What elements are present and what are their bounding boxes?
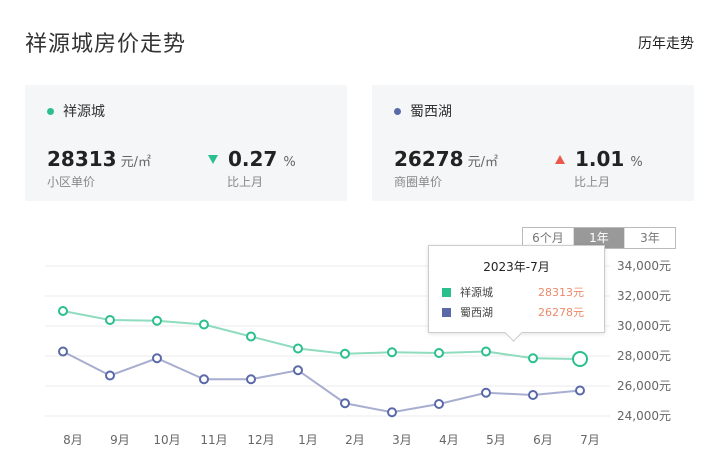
community-price: 28313 元/㎡: [47, 147, 151, 171]
tooltip-series-name: 蜀西湖: [460, 306, 493, 319]
y-tick-label: 28,000元: [617, 349, 671, 363]
x-tick-label: 4月: [439, 433, 459, 447]
series-line: [62, 310, 581, 360]
y-tick-label: 24,000元: [617, 409, 671, 423]
x-tick-label: 2月: [345, 433, 365, 447]
district-price-value: 26278: [394, 147, 464, 171]
tab-6-months[interactable]: 6个月: [523, 228, 574, 248]
data-point: [293, 365, 303, 376]
y-tick-label: 34,000元: [617, 259, 671, 273]
district-name: 蜀西湖: [410, 104, 452, 120]
series-line: [62, 350, 581, 414]
tooltip-title: 2023年-7月: [483, 260, 550, 274]
x-tick-label: 12月: [247, 433, 274, 447]
data-point: [434, 348, 444, 358]
community-legend-dot: [47, 107, 54, 115]
community-name-row: 祥源城: [47, 101, 105, 121]
district-change: 1.01%: [555, 147, 643, 171]
community-change-unit: %: [283, 155, 296, 170]
data-point: [152, 353, 162, 364]
tooltip-row-community: 祥源城 28313元: [442, 284, 584, 300]
history-trend-link[interactable]: 历年走势: [638, 36, 694, 52]
tooltip-row-district: 蜀西湖 26278元: [442, 304, 584, 320]
x-tick-label: 8月: [63, 433, 83, 447]
data-point: [152, 315, 162, 326]
x-tick-label: 1月: [298, 433, 318, 447]
data-point: [58, 346, 68, 357]
x-tick-label: 6月: [533, 433, 553, 447]
data-point: [58, 306, 68, 316]
data-point: [105, 370, 115, 381]
district-price-unit: 元/㎡: [467, 155, 498, 170]
community-price-value: 28313: [47, 147, 117, 171]
community-change-label: 比上月: [227, 175, 264, 189]
data-point: [293, 343, 303, 354]
data-point: [481, 387, 491, 398]
data-point: [528, 390, 538, 400]
data-point: [105, 315, 115, 325]
up-arrow-icon: [555, 154, 565, 164]
district-change-value: 1.01: [575, 147, 625, 171]
data-point: [575, 385, 585, 396]
data-point: [340, 398, 350, 409]
tooltip-swatch-district: [442, 307, 451, 317]
x-tick-label: 3月: [392, 433, 412, 447]
y-tick-label: 30,000元: [617, 319, 671, 333]
community-change: 0.27%: [208, 147, 296, 171]
data-point: [434, 399, 444, 409]
district-change-label: 比上月: [574, 175, 611, 189]
data-point: [246, 374, 256, 385]
y-tick-label: 26,000元: [617, 379, 671, 393]
data-point: [481, 346, 491, 357]
x-tick-label: 10月: [153, 433, 180, 447]
data-point: [199, 374, 209, 385]
district-price-card: 蜀西湖 26278 元/㎡ 商圈单价 1.01% 比上月: [372, 85, 694, 201]
page-title: 祥源城房价走势: [25, 32, 187, 57]
tab-3-years[interactable]: 3年: [625, 228, 675, 248]
community-price-card: 祥源城 28313 元/㎡ 小区单价 0.27% 比上月: [25, 85, 347, 201]
down-arrow-icon: [208, 154, 218, 164]
x-tick-label: 11月: [200, 433, 227, 447]
x-tick-label: 7月: [580, 433, 600, 447]
data-point: [572, 351, 588, 367]
district-price-label: 商圈单价: [394, 175, 443, 189]
community-change-value: 0.27: [228, 147, 278, 171]
district-change-unit: %: [630, 155, 643, 170]
district-legend-dot: [394, 107, 401, 115]
tooltip-series-name: 祥源城: [460, 286, 493, 299]
district-price: 26278 元/㎡: [394, 147, 498, 171]
data-point: [528, 353, 538, 364]
tooltip-series-value: 26278元: [538, 306, 584, 319]
chart-tooltip: 2023年-7月 祥源城 28313元 蜀西湖 26278元: [428, 245, 605, 333]
x-tick-label: 5月: [486, 433, 506, 447]
data-point: [387, 407, 397, 418]
y-tick-label: 32,000元: [617, 289, 671, 303]
tab-1-year[interactable]: 1年: [574, 228, 625, 248]
community-price-unit: 元/㎡: [120, 155, 151, 170]
district-name-row: 蜀西湖: [394, 101, 452, 121]
tooltip-swatch-community: [442, 287, 451, 297]
x-tick-label: 9月: [110, 433, 130, 447]
data-point: [246, 331, 256, 342]
community-name: 祥源城: [63, 104, 105, 120]
community-price-label: 小区单价: [47, 175, 96, 189]
data-point: [387, 347, 397, 358]
data-point: [340, 348, 350, 359]
data-point: [199, 319, 209, 330]
tooltip-series-value: 28313元: [538, 286, 584, 299]
